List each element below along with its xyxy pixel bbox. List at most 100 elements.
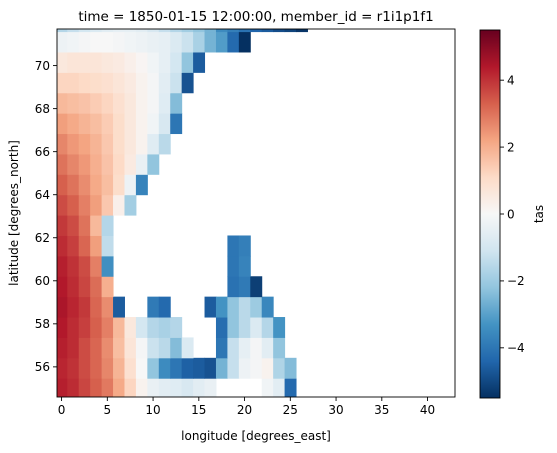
heatmap-cell [135,72,148,94]
colorbar-ticks: −4 −2 0 2 4 [500,73,525,355]
heatmap-cell [57,92,68,114]
chart-title: time = 1850-01-15 12:00:00, member_id = … [78,9,433,25]
heatmap-cell [90,31,103,53]
heatmap-cell [158,133,171,155]
heatmap-cell [78,153,91,175]
heatmap-cell [250,357,263,379]
heatmap-cell [147,113,160,135]
heatmap-cell [204,378,217,397]
heatmap-cell [124,357,137,379]
heatmap-cell [170,31,183,53]
heatmap-cell [124,51,137,73]
x-axis-label: longitude [degrees_east] [181,429,331,443]
heatmap-cell [113,153,125,175]
heatmap-cell [78,174,91,196]
heatmap-cell [124,29,137,33]
heatmap-cell [57,317,68,338]
heatmap-cell [170,29,183,33]
y-tick-label: 62 [35,231,50,245]
heatmap-cell [67,235,80,257]
heatmap-cell [113,194,125,216]
heatmap-cell [135,133,148,155]
heatmap-cell [78,357,91,379]
heatmap-cell [113,133,125,155]
heatmap-cell [135,51,148,73]
heatmap-cell [158,357,171,379]
heatmap-cell [101,113,114,135]
heatmap-cell [90,153,103,175]
heatmap-cell [57,133,68,155]
heatmap-cell [158,337,171,359]
x-tick-label: 0 [58,403,66,417]
heatmap-cell [170,113,183,135]
heatmap-cell [57,51,68,73]
heatmap-cell [284,378,297,397]
heatmap-cell [113,51,125,73]
heatmap-cell [67,215,80,236]
heatmap-cell [57,215,68,236]
heatmap-cell [135,153,148,175]
heatmap-cell [215,31,228,53]
heatmap-cell [90,276,103,298]
heatmap-cell [238,317,251,338]
heatmap-cell [124,337,137,359]
heatmap-cells [57,29,308,397]
colorbar-tick-label: 0 [507,207,515,221]
heatmap-cell [57,276,68,298]
heatmap-cell [67,92,80,114]
heatmap-cell [170,317,183,338]
heatmap-cell [90,317,103,338]
heatmap-cell [113,317,125,338]
heatmap-cell [204,31,217,53]
heatmap-cell [147,153,160,175]
heatmap-cell [238,29,251,33]
x-tick-label: 10 [145,403,160,417]
heatmap-cell [147,317,160,338]
heatmap-cell [124,378,137,397]
heatmap-cell [67,255,80,277]
heatmap-cell [261,29,274,33]
heatmap-cell [135,92,148,114]
heatmap-cell [250,29,263,33]
heatmap-cell [67,194,80,216]
heatmap-cell [215,296,228,318]
heatmap-cell [135,357,148,379]
heatmap-cell [90,194,103,216]
heatmap-cell [78,235,91,257]
heatmap-cell [135,113,148,135]
heatmap-cell [238,276,251,298]
heatmap-cell [147,72,160,94]
heatmap-cell [193,378,206,397]
heatmap-cell [67,72,80,94]
heatmap-cell [215,29,228,33]
heatmap-cell [113,29,125,33]
heatmap-cell [101,317,114,338]
heatmap-cell [227,337,240,359]
heatmap-cell [193,29,206,33]
heatmap-cell [113,337,125,359]
heatmap-cell [101,29,114,33]
heatmap-cell [101,357,114,379]
heatmap-cell [158,317,171,338]
heatmap-cell [57,255,68,277]
heatmap-cell [67,296,80,318]
x-tick-label: 5 [104,403,112,417]
heatmap-cell [90,133,103,155]
heatmap-cell [78,296,91,318]
heatmap-cell [78,31,91,53]
heatmap-cell [57,72,68,94]
heatmap-cell [227,296,240,318]
heatmap-cell [261,337,274,359]
y-tick-label: 70 [35,59,50,73]
heatmap-cell [135,337,148,359]
heatmap-cell [67,133,80,155]
heatmap-cell [227,317,240,338]
heatmap-cell [78,317,91,338]
heatmap-cell [227,235,240,257]
heatmap-cell [261,296,274,318]
heatmap-cell [296,29,308,33]
heatmap-cell [67,153,80,175]
heatmap-cell [238,357,251,379]
heatmap-cell [78,51,91,73]
heatmap-cell [170,72,183,94]
